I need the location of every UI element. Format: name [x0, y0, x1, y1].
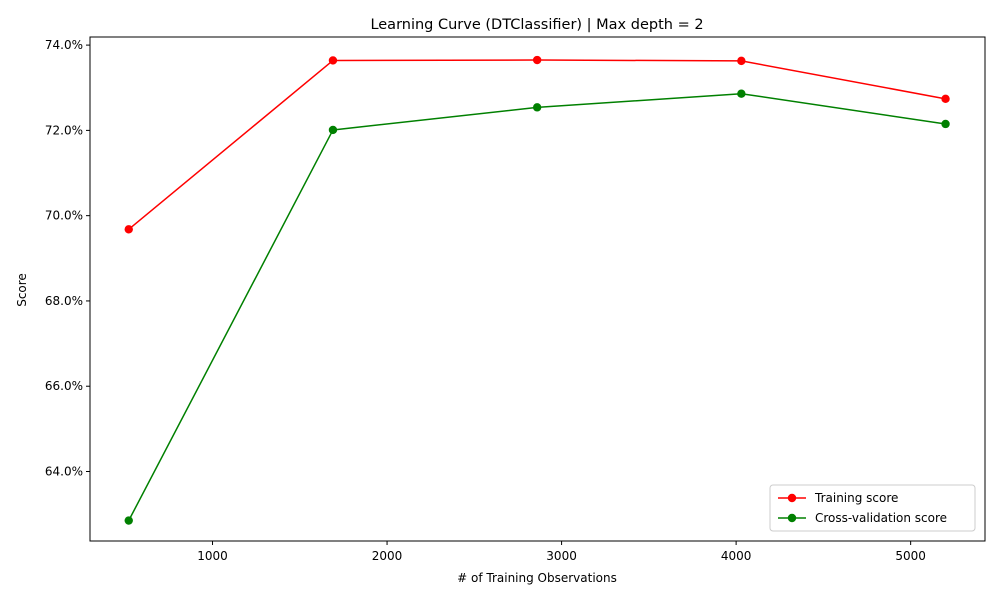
- x-tick-label: 2000: [372, 549, 403, 563]
- chart-title: Learning Curve (DTClassifier) | Max dept…: [370, 17, 703, 33]
- series-cross-validation-score: [124, 89, 950, 525]
- data-point: [328, 56, 338, 65]
- x-axis-label: # of Training Observations: [457, 571, 617, 585]
- plot-area: [89, 36, 986, 542]
- x-tick-label: 4000: [721, 549, 752, 563]
- legend-box: [769, 484, 976, 532]
- data-point: [941, 94, 950, 104]
- legend-entry: Cross-validation score: [778, 511, 947, 525]
- y-tick-label: 64.0%: [45, 464, 83, 478]
- y-axis: 64.0% 66.0% 68.0% 70.0% 72.0% 74.0%: [45, 38, 90, 478]
- data-point: [124, 225, 133, 234]
- y-tick-label: 74.0%: [45, 38, 83, 52]
- data-point: [532, 55, 542, 65]
- data-point: [532, 103, 542, 112]
- y-tick-label: 72.0%: [45, 123, 83, 137]
- y-tick-label: 70.0%: [45, 209, 83, 223]
- x-tick-label: 5000: [895, 549, 926, 563]
- legend-marker: [787, 513, 797, 523]
- x-axis: 1000 2000 3000 4000 5000: [197, 541, 926, 563]
- legend-marker: [787, 493, 797, 503]
- x-tick-label: 3000: [546, 549, 577, 563]
- legend-entry: Training score: [778, 491, 898, 505]
- series-line: [128, 59, 946, 230]
- legend-label: Cross-validation score: [815, 511, 947, 525]
- y-tick-label: 68.0%: [45, 294, 83, 308]
- series-line: [128, 92, 946, 521]
- data-point: [737, 56, 746, 66]
- y-axis-label: Score: [15, 273, 29, 307]
- data-point: [941, 119, 950, 129]
- legend: Training score Cross-validation score: [769, 484, 976, 532]
- legend-label: Training score: [814, 491, 898, 505]
- series-training-score: [124, 55, 950, 234]
- plot-frame: [89, 36, 986, 542]
- data-point: [328, 125, 338, 135]
- data-point: [737, 89, 746, 98]
- y-tick-label: 66.0%: [45, 379, 83, 393]
- x-tick-label: 1000: [197, 549, 228, 563]
- data-point: [124, 516, 133, 525]
- series-layer: [124, 55, 950, 525]
